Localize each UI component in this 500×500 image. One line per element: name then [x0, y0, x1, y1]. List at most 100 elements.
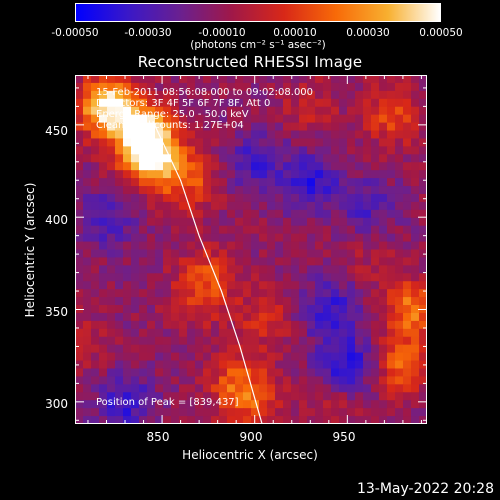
heatmap-cell	[267, 352, 276, 362]
heatmap-cell	[235, 138, 244, 147]
heatmap-cell	[91, 170, 100, 179]
heatmap-cell	[187, 289, 196, 298]
heatmap-cell	[251, 201, 260, 211]
heatmap-cell	[123, 249, 132, 259]
heatmap-cell	[323, 193, 332, 203]
heatmap-cell	[203, 201, 212, 211]
heatmap-cell	[227, 225, 236, 235]
heatmap-cell	[283, 376, 292, 385]
heatmap-cell	[187, 82, 196, 92]
heatmap-cell	[307, 106, 316, 116]
heatmap-cell	[419, 130, 427, 140]
heatmap-cell	[363, 193, 372, 203]
heatmap-cell	[283, 75, 292, 84]
heatmap-cell	[307, 122, 316, 132]
heatmap-cell	[259, 281, 268, 290]
heatmap-cell	[339, 400, 348, 409]
heatmap-cell	[107, 281, 116, 290]
heatmap-cell	[211, 360, 220, 370]
heatmap-cell	[227, 122, 236, 132]
heatmap-cell	[371, 336, 380, 346]
heatmap-cell	[83, 392, 92, 401]
heatmap-cell	[355, 312, 364, 322]
heatmap-cell	[171, 305, 180, 314]
heatmap-cell	[131, 416, 140, 424]
heatmap-cell	[195, 217, 204, 227]
heatmap-cell	[187, 344, 196, 354]
heatmap-cell	[115, 138, 124, 147]
heatmap-cell	[299, 209, 308, 219]
heatmap-cell	[259, 273, 268, 282]
heatmap-cell	[323, 154, 332, 163]
heatmap-cell	[91, 98, 100, 108]
heatmap-cell	[283, 82, 292, 92]
heatmap-cell	[107, 257, 116, 266]
heatmap-cell	[419, 114, 427, 124]
heatmap-cell	[291, 336, 300, 346]
heatmap-cell	[115, 130, 124, 140]
heatmap-cell	[363, 249, 372, 259]
heatmap-cell	[211, 75, 220, 84]
heatmap-cell	[283, 90, 292, 100]
heatmap-cell	[379, 416, 388, 424]
heatmap-cell	[211, 336, 220, 346]
heatmap-cell	[99, 249, 108, 259]
heatmap-cell	[347, 90, 356, 100]
heatmap-cell	[139, 408, 148, 417]
heatmap-cell	[395, 305, 404, 314]
heatmap-cell	[411, 273, 420, 282]
heatmap-cell	[331, 305, 340, 314]
heatmap-cell	[155, 170, 164, 179]
heatmap-cell	[115, 257, 124, 266]
heatmap-cell	[75, 392, 84, 401]
heatmap-cell	[291, 384, 300, 393]
heatmap-cell	[259, 320, 268, 330]
heatmap-cell	[259, 138, 268, 147]
heatmap-cell	[347, 328, 356, 338]
heatmap-cell	[315, 368, 324, 378]
heatmap-cell	[355, 273, 364, 282]
heatmap-cell	[291, 416, 300, 424]
heatmap-cell	[339, 241, 348, 251]
heatmap-cell	[267, 344, 276, 354]
heatmap-cell	[291, 170, 300, 179]
heatmap-cell	[147, 297, 156, 306]
heatmap-cell	[259, 384, 268, 393]
heatmap-cell	[411, 312, 420, 322]
plot-area	[75, 75, 427, 424]
heatmap-cell	[403, 376, 412, 385]
heatmap-cell	[195, 320, 204, 330]
heatmap-cell	[123, 384, 132, 393]
heatmap-cell	[251, 408, 260, 417]
heatmap-cell	[83, 416, 92, 424]
heatmap-cell	[163, 368, 172, 378]
peak-position-label: Position of Peak = [839,437]	[96, 397, 239, 408]
heatmap-cell	[163, 225, 172, 235]
heatmap-cell	[139, 328, 148, 338]
heatmap-cell	[387, 305, 396, 314]
heatmap-cell	[411, 249, 420, 259]
heatmap-cell	[99, 217, 108, 227]
heatmap-cell	[91, 400, 100, 409]
heatmap-cell	[259, 130, 268, 140]
heatmap-cell	[163, 289, 172, 298]
heatmap-cell	[227, 241, 236, 251]
heatmap-cell	[107, 114, 116, 124]
heatmap-cell	[379, 233, 388, 243]
heatmap-cell	[147, 225, 156, 235]
heatmap-cell	[315, 122, 324, 132]
heatmap-cell	[219, 75, 228, 84]
heatmap-cell	[155, 392, 164, 401]
heatmap-cell	[227, 217, 236, 227]
heatmap-cell	[251, 138, 260, 147]
heatmap-cell	[171, 384, 180, 393]
heatmap-cell	[123, 98, 132, 108]
heatmap-cell	[363, 178, 372, 187]
heatmap-cell	[363, 90, 372, 100]
heatmap-cell	[355, 257, 364, 266]
heatmap-cell	[195, 130, 204, 140]
heatmap-cell	[115, 249, 124, 259]
heatmap-cell	[227, 376, 236, 385]
heatmap-cell	[163, 138, 172, 147]
heatmap-cell	[203, 146, 212, 155]
